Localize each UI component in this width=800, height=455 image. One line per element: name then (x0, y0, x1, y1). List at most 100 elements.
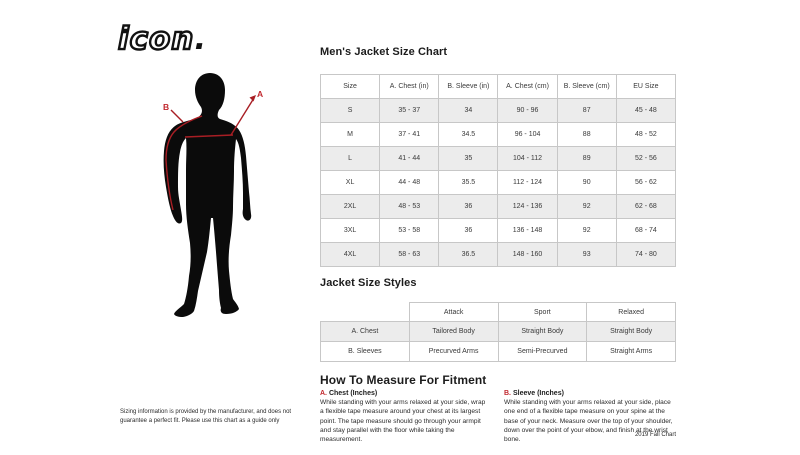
figure-label-b: B (163, 102, 169, 112)
size-row-m: M 37 - 41 34.5 96 - 104 88 48 - 52 (319, 122, 677, 147)
chest-cm-cell: 104 - 112 (497, 146, 558, 171)
size-cell: M (319, 122, 381, 147)
sleeve-cm-cell: 90 (556, 170, 617, 195)
sleeve-in-cell: 34 (438, 98, 499, 123)
measurement-figure: A B (115, 60, 315, 320)
sleeve-cm-cell: 89 (556, 146, 617, 171)
sleeve-cm-cell: 92 (556, 218, 617, 243)
howto-title: How To Measure For Fitment (320, 373, 487, 387)
chest-cm-cell: 148 - 160 (497, 242, 558, 267)
howto-chest: A. Chest (Inches) While standing with yo… (320, 390, 490, 445)
style-chart-title: Jacket Size Styles (320, 277, 417, 289)
eu-size-cell: 68 - 74 (615, 218, 677, 243)
sleeve-cm-col-header: B. Sleeve (cm) (556, 74, 617, 99)
eu-size-cell: 48 - 52 (615, 122, 677, 147)
howto-columns: A. Chest (Inches) While standing with yo… (320, 390, 678, 445)
style-cell: Precurved Arms (408, 341, 499, 362)
chest-cm-col-header: A. Chest (cm) (497, 74, 558, 99)
chest-in-cell: 41 - 44 (379, 146, 440, 171)
style-chart-table: Attack Sport Relaxed A. Chest Tailored B… (320, 302, 676, 362)
size-col-header: Size (319, 74, 381, 99)
size-header-row: Size A. Chest (in) B. Sleeve (in) A. Che… (319, 74, 677, 99)
chest-cm-cell: 124 - 136 (497, 194, 558, 219)
howto-sleeve-heading-text: Sleeve (Inches) (512, 390, 564, 397)
icon-logo: icon. (117, 21, 207, 57)
chest-cm-cell: 136 - 148 (497, 218, 558, 243)
style-cell: Straight Body (586, 321, 676, 342)
size-cell: S (319, 98, 381, 123)
style-sleeves-row: B. Sleeves Precurved Arms Semi-Precurved… (320, 341, 676, 362)
size-cell: L (319, 146, 381, 171)
chest-measure-line (184, 134, 234, 138)
sleeve-in-cell: 35.5 (438, 170, 499, 195)
size-row-4xl: 4XL 58 - 63 36.5 148 - 160 93 74 - 80 (319, 242, 677, 267)
howto-chest-letter: A. (320, 390, 327, 397)
icon-logo-dot: . (194, 21, 207, 57)
howto-chest-body: While standing with your arms relaxed at… (320, 399, 486, 444)
chest-in-cell: 58 - 63 (379, 242, 440, 267)
body-silhouette (163, 73, 252, 317)
chest-in-cell: 48 - 53 (379, 194, 440, 219)
sleeve-measure-line (165, 115, 203, 211)
chest-in-cell: 37 - 41 (379, 122, 440, 147)
howto-sleeve-heading: B. Sleeve (Inches) (504, 390, 678, 397)
style-header-row: Attack Sport Relaxed (320, 302, 676, 322)
eu-size-cell: 56 - 62 (615, 170, 677, 195)
chest-in-cell: 44 - 48 (379, 170, 440, 195)
size-cell: 4XL (319, 242, 381, 267)
figure-label-a: A (257, 89, 263, 99)
sleeve-in-cell: 36 (438, 194, 499, 219)
style-cell: Tailored Body (408, 321, 499, 342)
eu-size-cell: 52 - 56 (615, 146, 677, 171)
size-cell: 3XL (319, 218, 381, 243)
chest-arrow-line (230, 97, 255, 136)
chest-cm-cell: 90 - 96 (497, 98, 558, 123)
chest-in-cell: 35 - 37 (379, 98, 440, 123)
eu-size-cell: 45 - 48 (615, 98, 677, 123)
style-cell: Straight Arms (586, 341, 676, 362)
howto-sleeve-body: While standing with your arms relaxed at… (504, 399, 673, 444)
style-sport-header: Sport (497, 302, 588, 322)
sleeve-in-cell: 36 (438, 218, 499, 243)
measurement-figure-svg: A B (163, 73, 263, 317)
howto-sleeve: B. Sleeve (Inches) While standing with y… (504, 390, 678, 445)
chest-in-col-header: A. Chest (in) (379, 74, 440, 99)
sleeve-cm-cell: 88 (556, 122, 617, 147)
sleeve-in-cell: 36.5 (438, 242, 499, 267)
eu-size-cell: 74 - 80 (615, 242, 677, 267)
style-relaxed-header: Relaxed (586, 302, 676, 322)
size-cell: 2XL (319, 194, 381, 219)
style-chest-row: A. Chest Tailored Body Straight Body Str… (320, 321, 676, 342)
chest-cm-cell: 96 - 104 (497, 122, 558, 147)
size-chart-title: Men's Jacket Size Chart (320, 46, 448, 58)
chest-in-cell: 53 - 58 (379, 218, 440, 243)
style-cell: Semi-Precurved (497, 341, 588, 362)
chart-edition: 2019 Fall Chart (634, 432, 676, 438)
size-row-2xl: 2XL 48 - 53 36 124 - 136 92 62 - 68 (319, 194, 677, 219)
style-blank-header (320, 302, 410, 322)
label-b-leader-line (170, 109, 184, 123)
howto-sleeve-letter: B. (504, 390, 511, 397)
howto-chest-heading-text: Chest (Inches) (328, 390, 378, 397)
sleeve-in-col-header: B. Sleeve (in) (438, 74, 499, 99)
sleeve-cm-cell: 92 (556, 194, 617, 219)
sleeve-cm-cell: 87 (556, 98, 617, 123)
style-attack-header: Attack (408, 302, 499, 322)
eu-size-cell: 62 - 68 (615, 194, 677, 219)
sizing-disclaimer: Sizing information is provided by the ma… (120, 409, 292, 424)
howto-chest-heading: A. Chest (Inches) (320, 390, 490, 397)
style-row-label: A. Chest (320, 321, 410, 342)
chest-cm-cell: 112 - 124 (497, 170, 558, 195)
style-row-label: B. Sleeves (320, 341, 410, 362)
eu-size-col-header: EU Size (615, 74, 677, 99)
chest-arrow-head (249, 95, 256, 102)
sleeve-cm-cell: 93 (556, 242, 617, 267)
size-row-s: S 35 - 37 34 90 - 96 87 45 - 48 (319, 98, 677, 123)
icon-logo-text: icon (117, 21, 195, 57)
size-row-3xl: 3XL 53 - 58 36 136 - 148 92 68 - 74 (319, 218, 677, 243)
size-cell: XL (319, 170, 381, 195)
size-row-l: L 41 - 44 35 104 - 112 89 52 - 56 (319, 146, 677, 171)
sleeve-in-cell: 35 (438, 146, 499, 171)
size-row-xl: XL 44 - 48 35.5 112 - 124 90 56 - 62 (319, 170, 677, 195)
